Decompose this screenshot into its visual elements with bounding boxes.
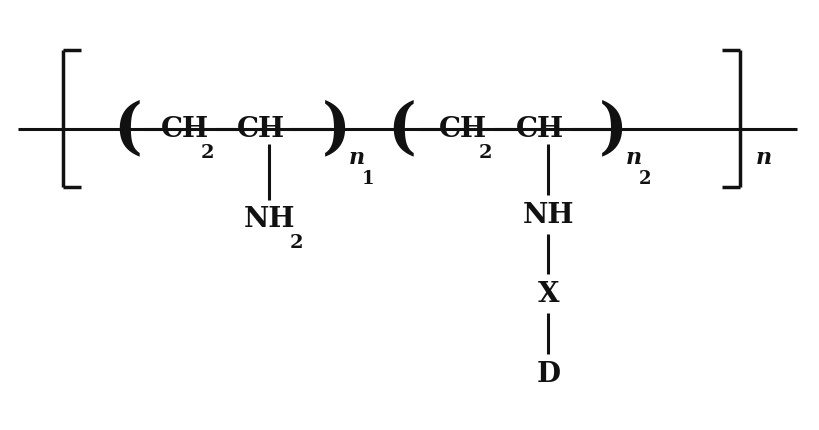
Text: D: D [536, 360, 560, 387]
Text: 1: 1 [361, 170, 373, 187]
Text: 2: 2 [201, 144, 215, 162]
Text: CH: CH [237, 116, 285, 143]
Text: 2: 2 [478, 144, 492, 162]
Text: CH: CH [161, 116, 209, 143]
Text: (: ( [114, 100, 143, 160]
Text: CH: CH [438, 116, 486, 143]
Text: ): ) [322, 100, 351, 160]
Text: CH: CH [516, 116, 564, 143]
Text: 2: 2 [289, 234, 303, 252]
Text: n: n [348, 146, 364, 168]
Text: NH: NH [243, 206, 295, 233]
Text: n: n [626, 146, 642, 168]
Text: ): ) [599, 100, 628, 160]
Text: X: X [537, 280, 559, 307]
Text: n: n [756, 146, 771, 168]
Text: NH: NH [523, 202, 574, 228]
Text: 2: 2 [639, 170, 651, 187]
Text: (: ( [387, 100, 416, 160]
